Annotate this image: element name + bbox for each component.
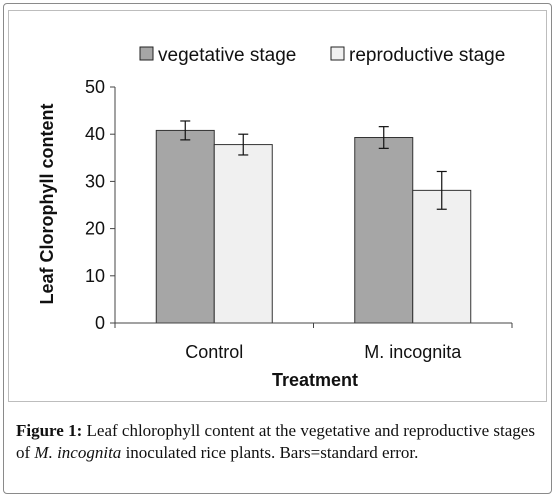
legend: vegetative stage reproductive stage [139,45,505,66]
y-tick-label: 50 [85,77,105,97]
y-axis-ticks: 0 10 20 30 40 50 [85,77,115,333]
legend-swatch-vegetative [139,46,154,61]
caption-lead: Figure 1: [16,421,83,440]
axes [114,87,513,328]
figure-caption: Figure 1: Leaf chlorophyll content at th… [16,420,546,464]
y-tick-label: 40 [85,124,105,144]
x-axis-categories: Control M. incognita [185,342,462,362]
bars [155,120,472,324]
caption-text-1: Leaf chlorophyll content at the vegetati… [16,421,535,462]
y-tick-label: 30 [85,171,105,191]
y-tick-label: 10 [85,266,105,286]
bar [412,189,472,324]
bar [213,144,273,324]
y-tick-label: 0 [95,313,105,333]
caption-italic: M. incognita [34,443,122,462]
legend-swatch-reproductive [330,46,345,61]
y-axis-title: Leaf Clorophyll content [37,103,57,304]
bar [155,129,215,324]
legend-label-reproductive: reproductive stage [349,45,505,66]
x-axis-title: Treatment [272,370,358,390]
caption-text-2: inoculated rice plants. Bars=standard er… [121,443,419,462]
x-category-label: Control [185,342,243,362]
figure-frame [3,3,552,494]
bar [354,137,414,324]
legend-label-vegetative: vegetative stage [158,45,296,66]
bar-chart: vegetative stage reproductive stage 0 10 2… [37,45,513,390]
y-tick-label: 20 [85,219,105,239]
x-category-label: M. incognita [364,342,462,362]
